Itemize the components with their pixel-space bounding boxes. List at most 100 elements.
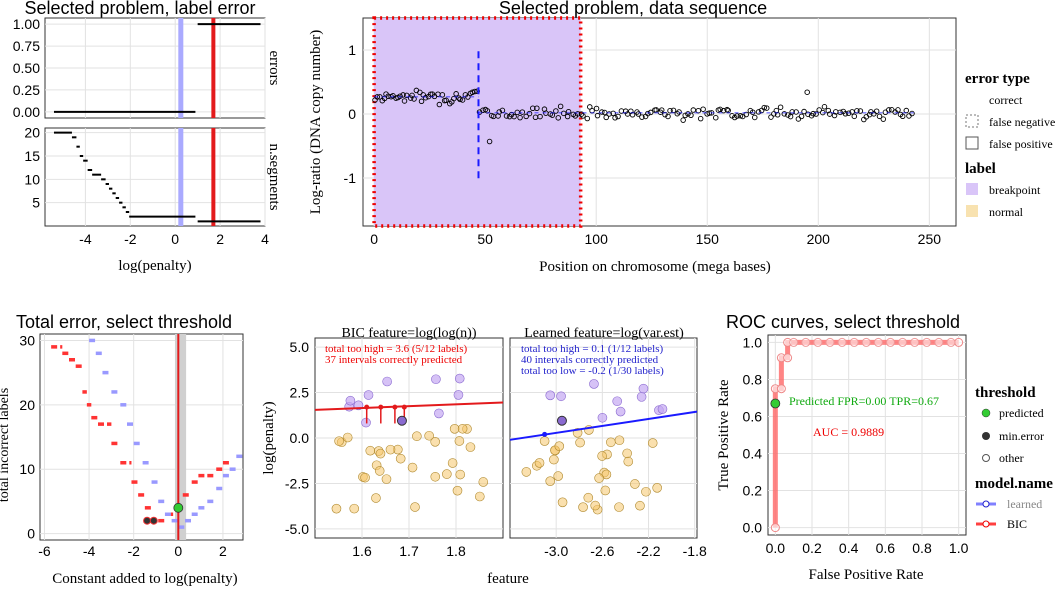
breakpoint-label-point: [589, 379, 599, 389]
feature-ytick: 2.5: [290, 385, 310, 401]
feature-ylabel: log(penalty): [261, 401, 277, 474]
data-point: [690, 107, 697, 113]
roc-xtick: 0.4: [839, 540, 859, 556]
breakpoint-label-point: [657, 404, 668, 414]
nsegments-ytick: 10: [24, 171, 40, 187]
bic-error-point: [392, 404, 398, 410]
roc-ytick: 0.0: [743, 520, 763, 536]
legend-min-error: min.error: [999, 429, 1044, 443]
normal-label-point: [465, 442, 476, 452]
roc-threshold-point: [861, 337, 871, 347]
data-point: [523, 113, 529, 120]
roc-threshold-point: [825, 337, 835, 347]
normal-label-point: [630, 479, 640, 489]
normal-label-point: [442, 469, 452, 479]
data-point: [825, 107, 832, 114]
normal-label-point: [407, 462, 418, 473]
normal-label-point: [623, 456, 634, 467]
data-point: [584, 115, 591, 122]
data-point: [574, 111, 581, 117]
data-point: [511, 113, 517, 120]
roc-threshold-point: [813, 337, 823, 347]
normal-label-point: [334, 436, 344, 446]
normal-label-point: [549, 454, 559, 465]
normal-label-point: [545, 476, 556, 486]
roc-ylabel: True Positive Rate: [716, 379, 732, 490]
label-error-marks: [53, 18, 261, 226]
data-point: [593, 105, 600, 112]
total-ytick: 20: [19, 397, 35, 413]
data-point: [459, 97, 466, 103]
breakpoint-label-point: [636, 392, 647, 402]
normal-label-point: [395, 453, 406, 464]
normal-label-point: [557, 497, 568, 508]
data-point: [763, 105, 770, 111]
data-point: [880, 116, 887, 122]
normal-label-point: [457, 423, 468, 434]
feature-ytick: -2.5: [285, 475, 309, 491]
roc-ticks: 0.0 0.2 0.4 0.6 0.8 1.0 0.0 0.2 0.4 0.6 0.8 1.0: [743, 334, 969, 556]
feature-xtick: -2.2: [636, 543, 660, 559]
bic-correct-annotation: 37 intervals correctly predicted: [325, 354, 463, 366]
data-point: [667, 107, 673, 114]
total-ytick: 30: [19, 332, 35, 348]
legend-other: other: [999, 451, 1024, 465]
data-point: [688, 112, 694, 118]
legend-key-other: [982, 454, 990, 462]
total-error-panel: Total error, select threshold -6 -4 -2 0 201…: [0, 312, 244, 587]
bic-error-point: [401, 404, 407, 410]
legend-key-false-negative: [965, 114, 979, 128]
normal-label-point: [381, 474, 392, 484]
normal-label-point: [360, 472, 370, 483]
legend-key-bic-point: [982, 520, 990, 528]
roc-title: ROC curves, select threshold: [726, 312, 960, 332]
normal-label-point: [365, 445, 376, 456]
normal-label-point: [575, 437, 585, 448]
learned-correct-annotation: 40 intervals correctly predicted: [521, 354, 659, 366]
normal-label-point: [594, 473, 604, 483]
normal-label-point: [385, 444, 396, 455]
breakpoint-label-point: [345, 395, 356, 406]
data-point: [674, 110, 681, 117]
total-ytick: 0: [27, 526, 35, 542]
data-point: [400, 92, 406, 98]
data-point: [768, 114, 774, 120]
roc-xtick: 1.0: [949, 540, 969, 556]
label-error-xtick: -2: [124, 231, 137, 247]
total-xtick: 0: [174, 543, 182, 559]
legend-learned: learned: [1007, 497, 1042, 511]
data-point: [418, 98, 425, 105]
feature-scatter-ticks: -5.0 -2.5 0.0 2.5 5.0 1.6 1.7 1.8 -3.0 -2.6 -2.2 -1…: [285, 339, 707, 559]
feature-ytick: -5.0: [285, 521, 309, 537]
bic-too-high-annotation: total too high = 3.6 (5/12 labels): [325, 343, 467, 355]
label-error-grid: [45, 18, 266, 226]
data-sequence-panel: Selected problem, data sequence 0 50 100 15…: [308, 0, 957, 275]
legend-false-negative: false negative: [989, 115, 1055, 129]
normal-label-point: [521, 467, 532, 477]
roc-xtick: 0.8: [912, 540, 932, 556]
roc-xtick: 0.6: [876, 540, 896, 556]
data-point: [472, 88, 478, 95]
feature-ytick: 5.0: [290, 339, 310, 355]
min-error-point: [143, 516, 152, 525]
data-point: [496, 109, 502, 115]
data-point: [457, 96, 463, 103]
label-error-xtick: 2: [216, 231, 224, 247]
data-point: [557, 103, 564, 110]
data-point: [526, 110, 533, 117]
legend-false-positive: false positive: [989, 137, 1053, 151]
data-point: [555, 115, 562, 121]
roc-threshold-point: [849, 337, 859, 347]
total-error-xlabel: Constant added to log(penalty): [52, 571, 237, 587]
data-point: [813, 111, 819, 117]
roc-ytick: 0.2: [743, 483, 763, 499]
data-point: [422, 94, 429, 101]
data-xtick: 150: [696, 231, 720, 247]
feature-xtick: 1.6: [352, 543, 372, 559]
data-sequence-title: Selected problem, data sequence: [499, 0, 767, 18]
normal-label-point: [554, 441, 565, 451]
total-xtick: -2: [127, 543, 140, 559]
data-point: [685, 111, 691, 117]
normal-label-point: [534, 458, 545, 468]
errors-ytick: 0.50: [13, 60, 40, 76]
